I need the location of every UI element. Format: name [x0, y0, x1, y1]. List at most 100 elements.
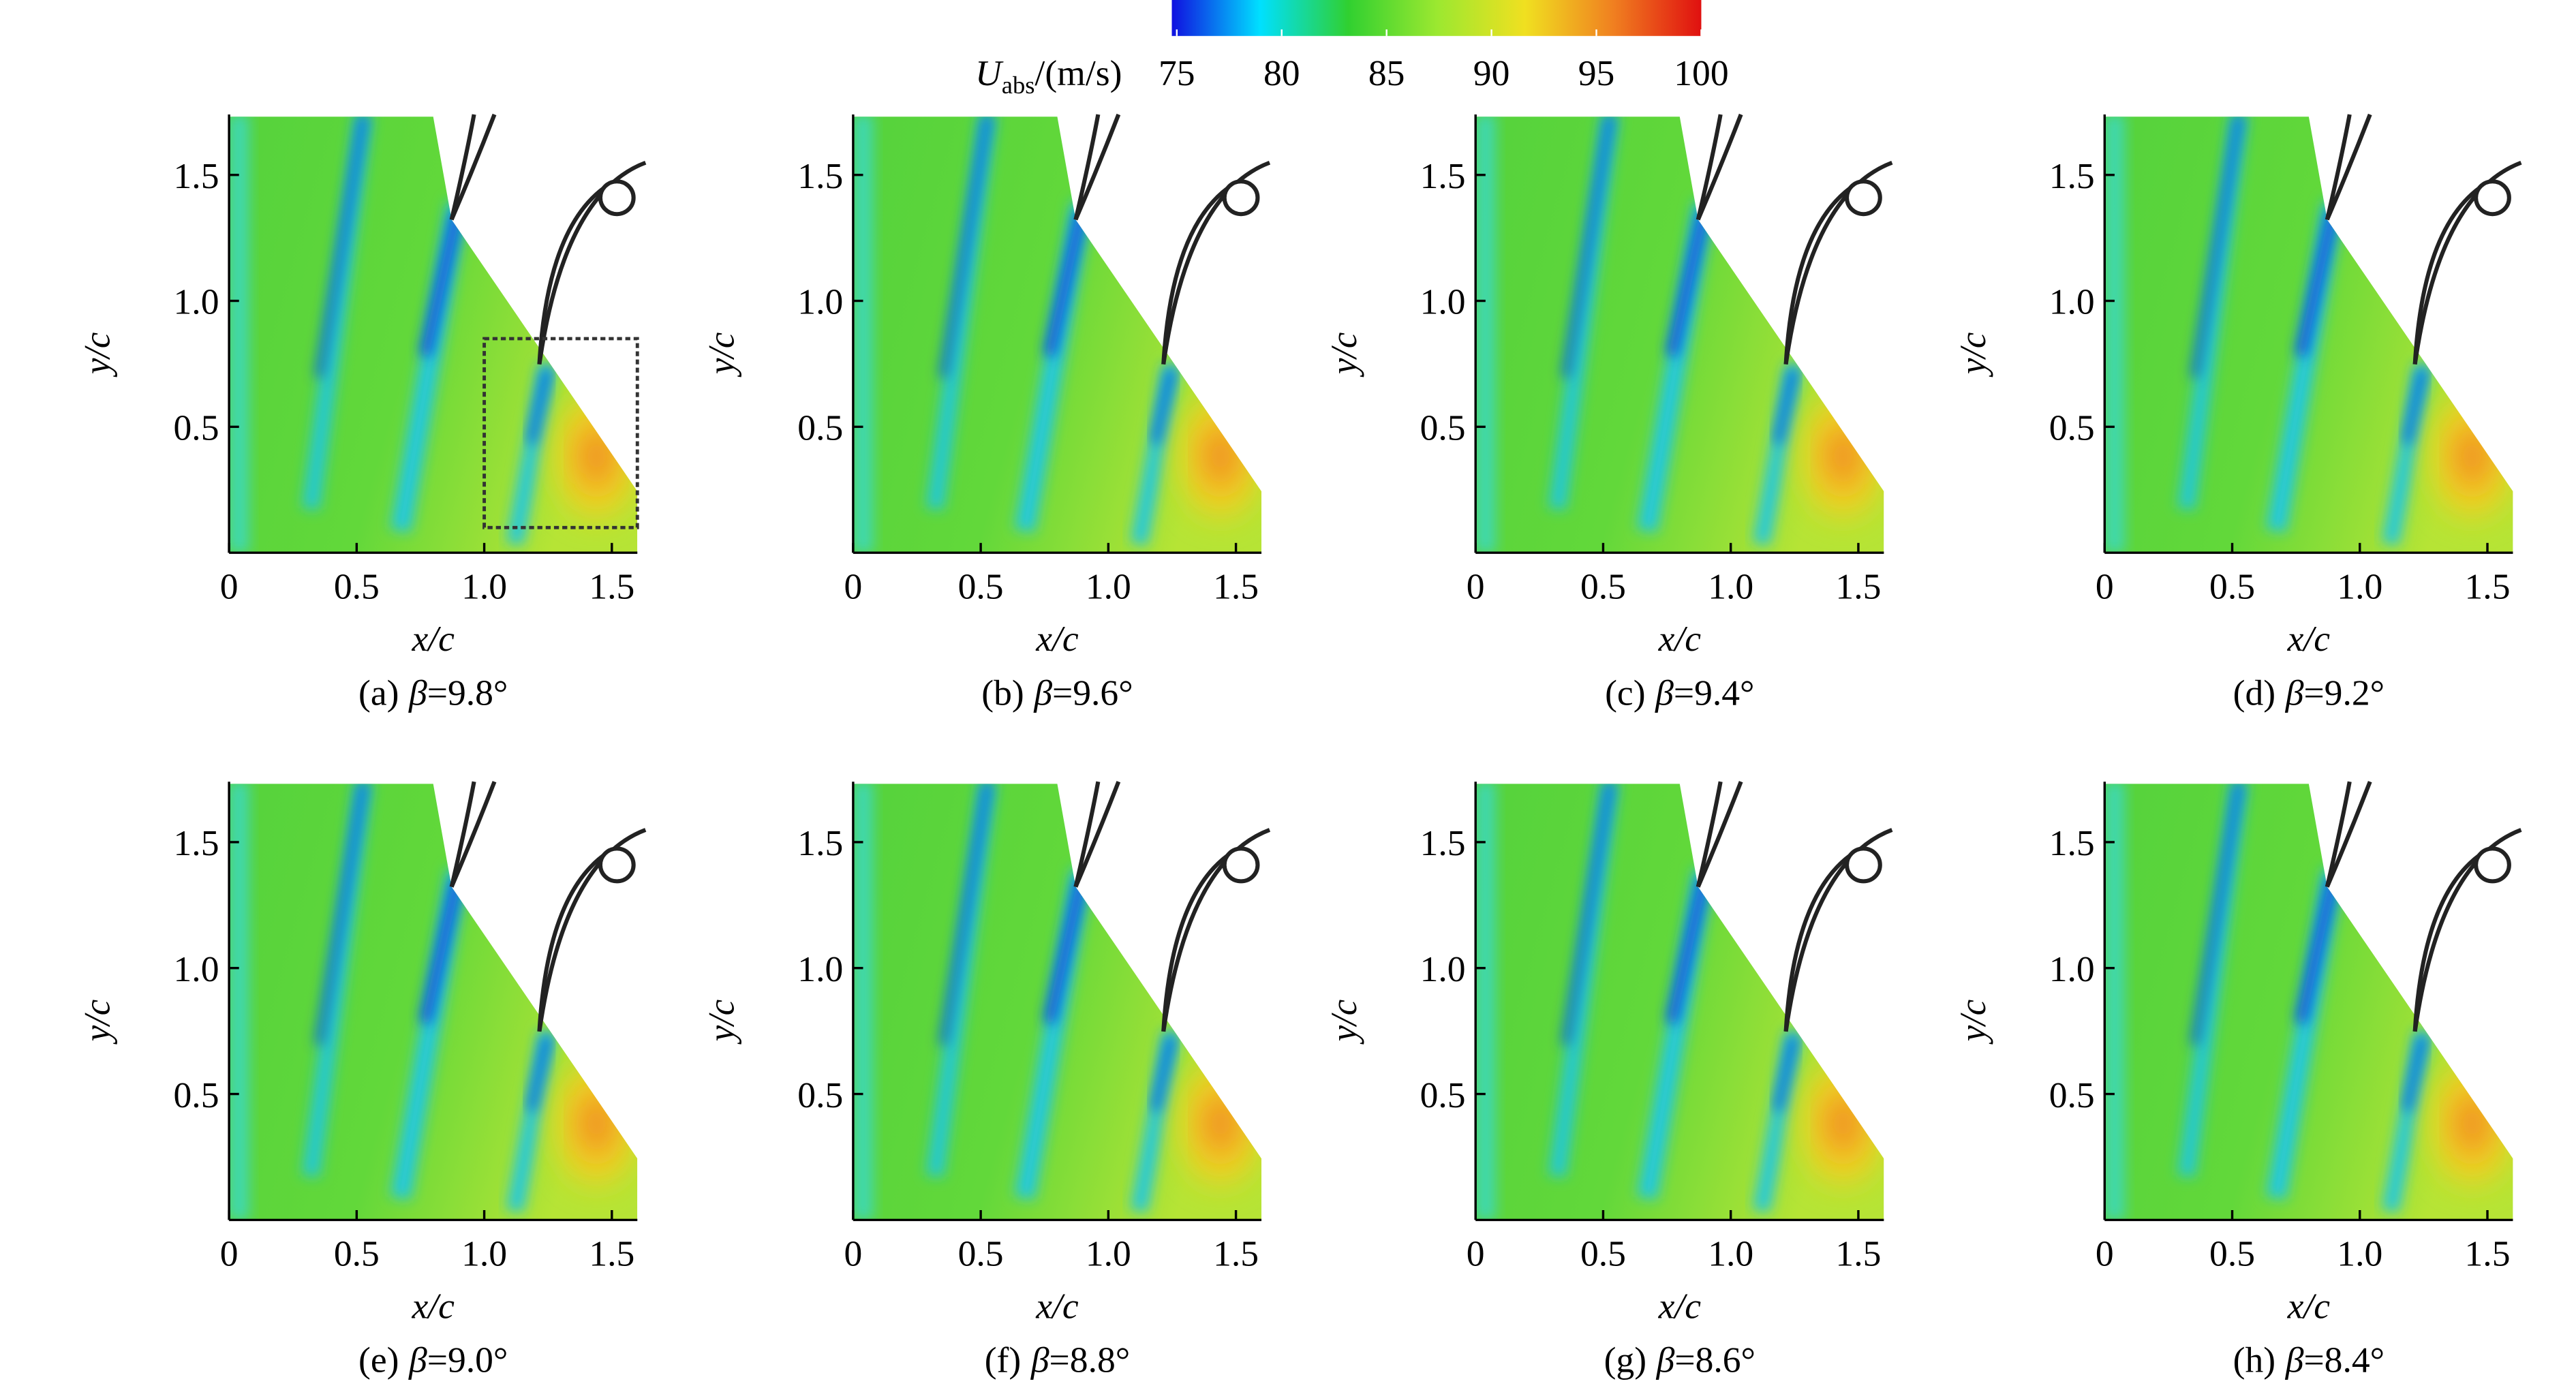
y-axis-label: y/c [1953, 999, 1993, 1045]
y-tick-label: 0.5 [2049, 408, 2095, 448]
flow-field [853, 117, 1262, 553]
y-axis-label: y/c [77, 332, 117, 377]
caption-tag: (c) [1605, 673, 1645, 713]
x-tick-label: 1.0 [1708, 567, 1753, 607]
high-speed-core [580, 1092, 613, 1154]
blade-nose [2474, 846, 2511, 884]
x-tick-label: 1.5 [2465, 1234, 2511, 1274]
caption: (b) β=9.6° [981, 673, 1133, 713]
flow-field [229, 784, 638, 1220]
blade [449, 113, 497, 221]
caption-tag: (a) [358, 673, 399, 713]
panel: 0 0.5 1.0 1.5 0.5 1.0 1.5 x/c y/c (g) β=8.6° [1324, 781, 1893, 1380]
wake [939, 117, 992, 378]
blade [2325, 781, 2372, 888]
flow-field [1475, 117, 1884, 553]
field-edge [2104, 784, 2125, 1220]
blade [449, 114, 476, 221]
high-speed-core [1204, 1092, 1238, 1154]
y-tick-label: 0.5 [174, 1075, 219, 1115]
colorbar-label: Uabs/(m/s) [975, 53, 1122, 99]
blade [1783, 160, 1893, 365]
caption-symbol: β [2285, 1340, 2304, 1380]
caption-symbol: β [408, 1340, 427, 1380]
x-axis-label: x/c [1658, 619, 1702, 660]
wake [2402, 367, 2427, 444]
field-edge [229, 117, 249, 553]
high-speed-core [2455, 425, 2489, 487]
caption-value: =9.4° [1674, 673, 1755, 713]
x-axis-label: x/c [2287, 619, 2331, 660]
blade [1073, 113, 1121, 221]
caption-tag: (b) [981, 673, 1024, 713]
caption-value: =8.4° [2303, 1340, 2385, 1380]
caption: (h) β=8.4° [2233, 1340, 2385, 1380]
field-edge [853, 117, 874, 553]
y-tick-label: 0.5 [2049, 1075, 2095, 1115]
y-tick-label: 1.0 [1420, 282, 1466, 322]
high-speed-core [1204, 425, 1238, 487]
x-tick-label: 1.0 [461, 1234, 507, 1274]
wake [1044, 877, 1087, 1024]
blade [1161, 850, 1234, 1032]
blade [537, 183, 610, 365]
wake [1773, 367, 1798, 444]
panel: 0 0.5 1.0 1.5 0.5 1.0 1.5 x/c y/c (c) β=9.4° [1324, 113, 1893, 713]
label-symbol: U [975, 53, 1004, 93]
caption-value: =9.0° [427, 1340, 508, 1380]
blade [537, 160, 647, 365]
x-axis-label: x/c [411, 1286, 455, 1327]
blade-nose [1222, 846, 1260, 884]
x-tick-label: 0 [220, 1234, 239, 1274]
wake [1151, 1034, 1176, 1111]
caption-symbol: β [1655, 673, 1674, 713]
blade [449, 781, 497, 888]
panel: 0 0.5 1.0 1.5 0.5 1.0 1.5 x/c y/c (f) β=8.8° [701, 781, 1271, 1380]
highlight-box [482, 337, 639, 529]
x-tick-label: 0.5 [1580, 1234, 1626, 1274]
colorbar-tick-label: 95 [1578, 53, 1615, 93]
y-tick-label: 1.5 [797, 156, 843, 196]
wake [2191, 784, 2243, 1045]
wake [1562, 117, 1614, 378]
blade [1696, 113, 1743, 221]
x-axis-label: x/c [1035, 1286, 1079, 1327]
wake [2402, 1034, 2427, 1111]
blade-nose [598, 846, 636, 884]
wake [316, 784, 367, 1045]
blade [2325, 113, 2372, 221]
y-tick-label: 1.0 [797, 282, 843, 322]
panel: 0 0.5 1.0 1.5 0.5 1.0 1.5 x/c y/c (h) β=8.4° [1953, 781, 2522, 1380]
y-tick-label: 1.0 [2049, 949, 2095, 989]
y-axis-label: y/c [701, 332, 741, 377]
y-axis-label: y/c [1324, 332, 1364, 377]
y-axis-label: y/c [1953, 332, 1993, 377]
y-axis-label: y/c [1324, 999, 1364, 1045]
wake [939, 784, 992, 1045]
x-tick-label: 0 [220, 567, 239, 607]
blade [1073, 781, 1101, 888]
caption-tag: (f) [985, 1340, 1022, 1380]
caption: (d) β=9.2° [2233, 673, 2385, 713]
caption-symbol: β [1656, 1340, 1675, 1380]
wake [1666, 209, 1709, 357]
flow-field [853, 784, 1262, 1220]
wake [420, 877, 463, 1024]
blade [2325, 781, 2352, 888]
caption: (a) β=9.8° [358, 673, 508, 713]
wake [1773, 1034, 1798, 1111]
wake [2295, 877, 2338, 1024]
y-axis-label: y/c [77, 999, 117, 1045]
caption-symbol: β [1030, 1340, 1049, 1380]
caption: (f) β=8.8° [985, 1340, 1130, 1380]
colorbar-tick-label: 85 [1368, 53, 1405, 93]
blade [1073, 781, 1121, 888]
wake [527, 367, 552, 444]
y-tick-label: 1.0 [797, 949, 843, 989]
blade [1696, 114, 1723, 221]
blade [2412, 850, 2486, 1032]
wake [1562, 784, 1614, 1045]
blade-nose [2474, 179, 2511, 217]
x-tick-label: 0.5 [958, 567, 1004, 607]
